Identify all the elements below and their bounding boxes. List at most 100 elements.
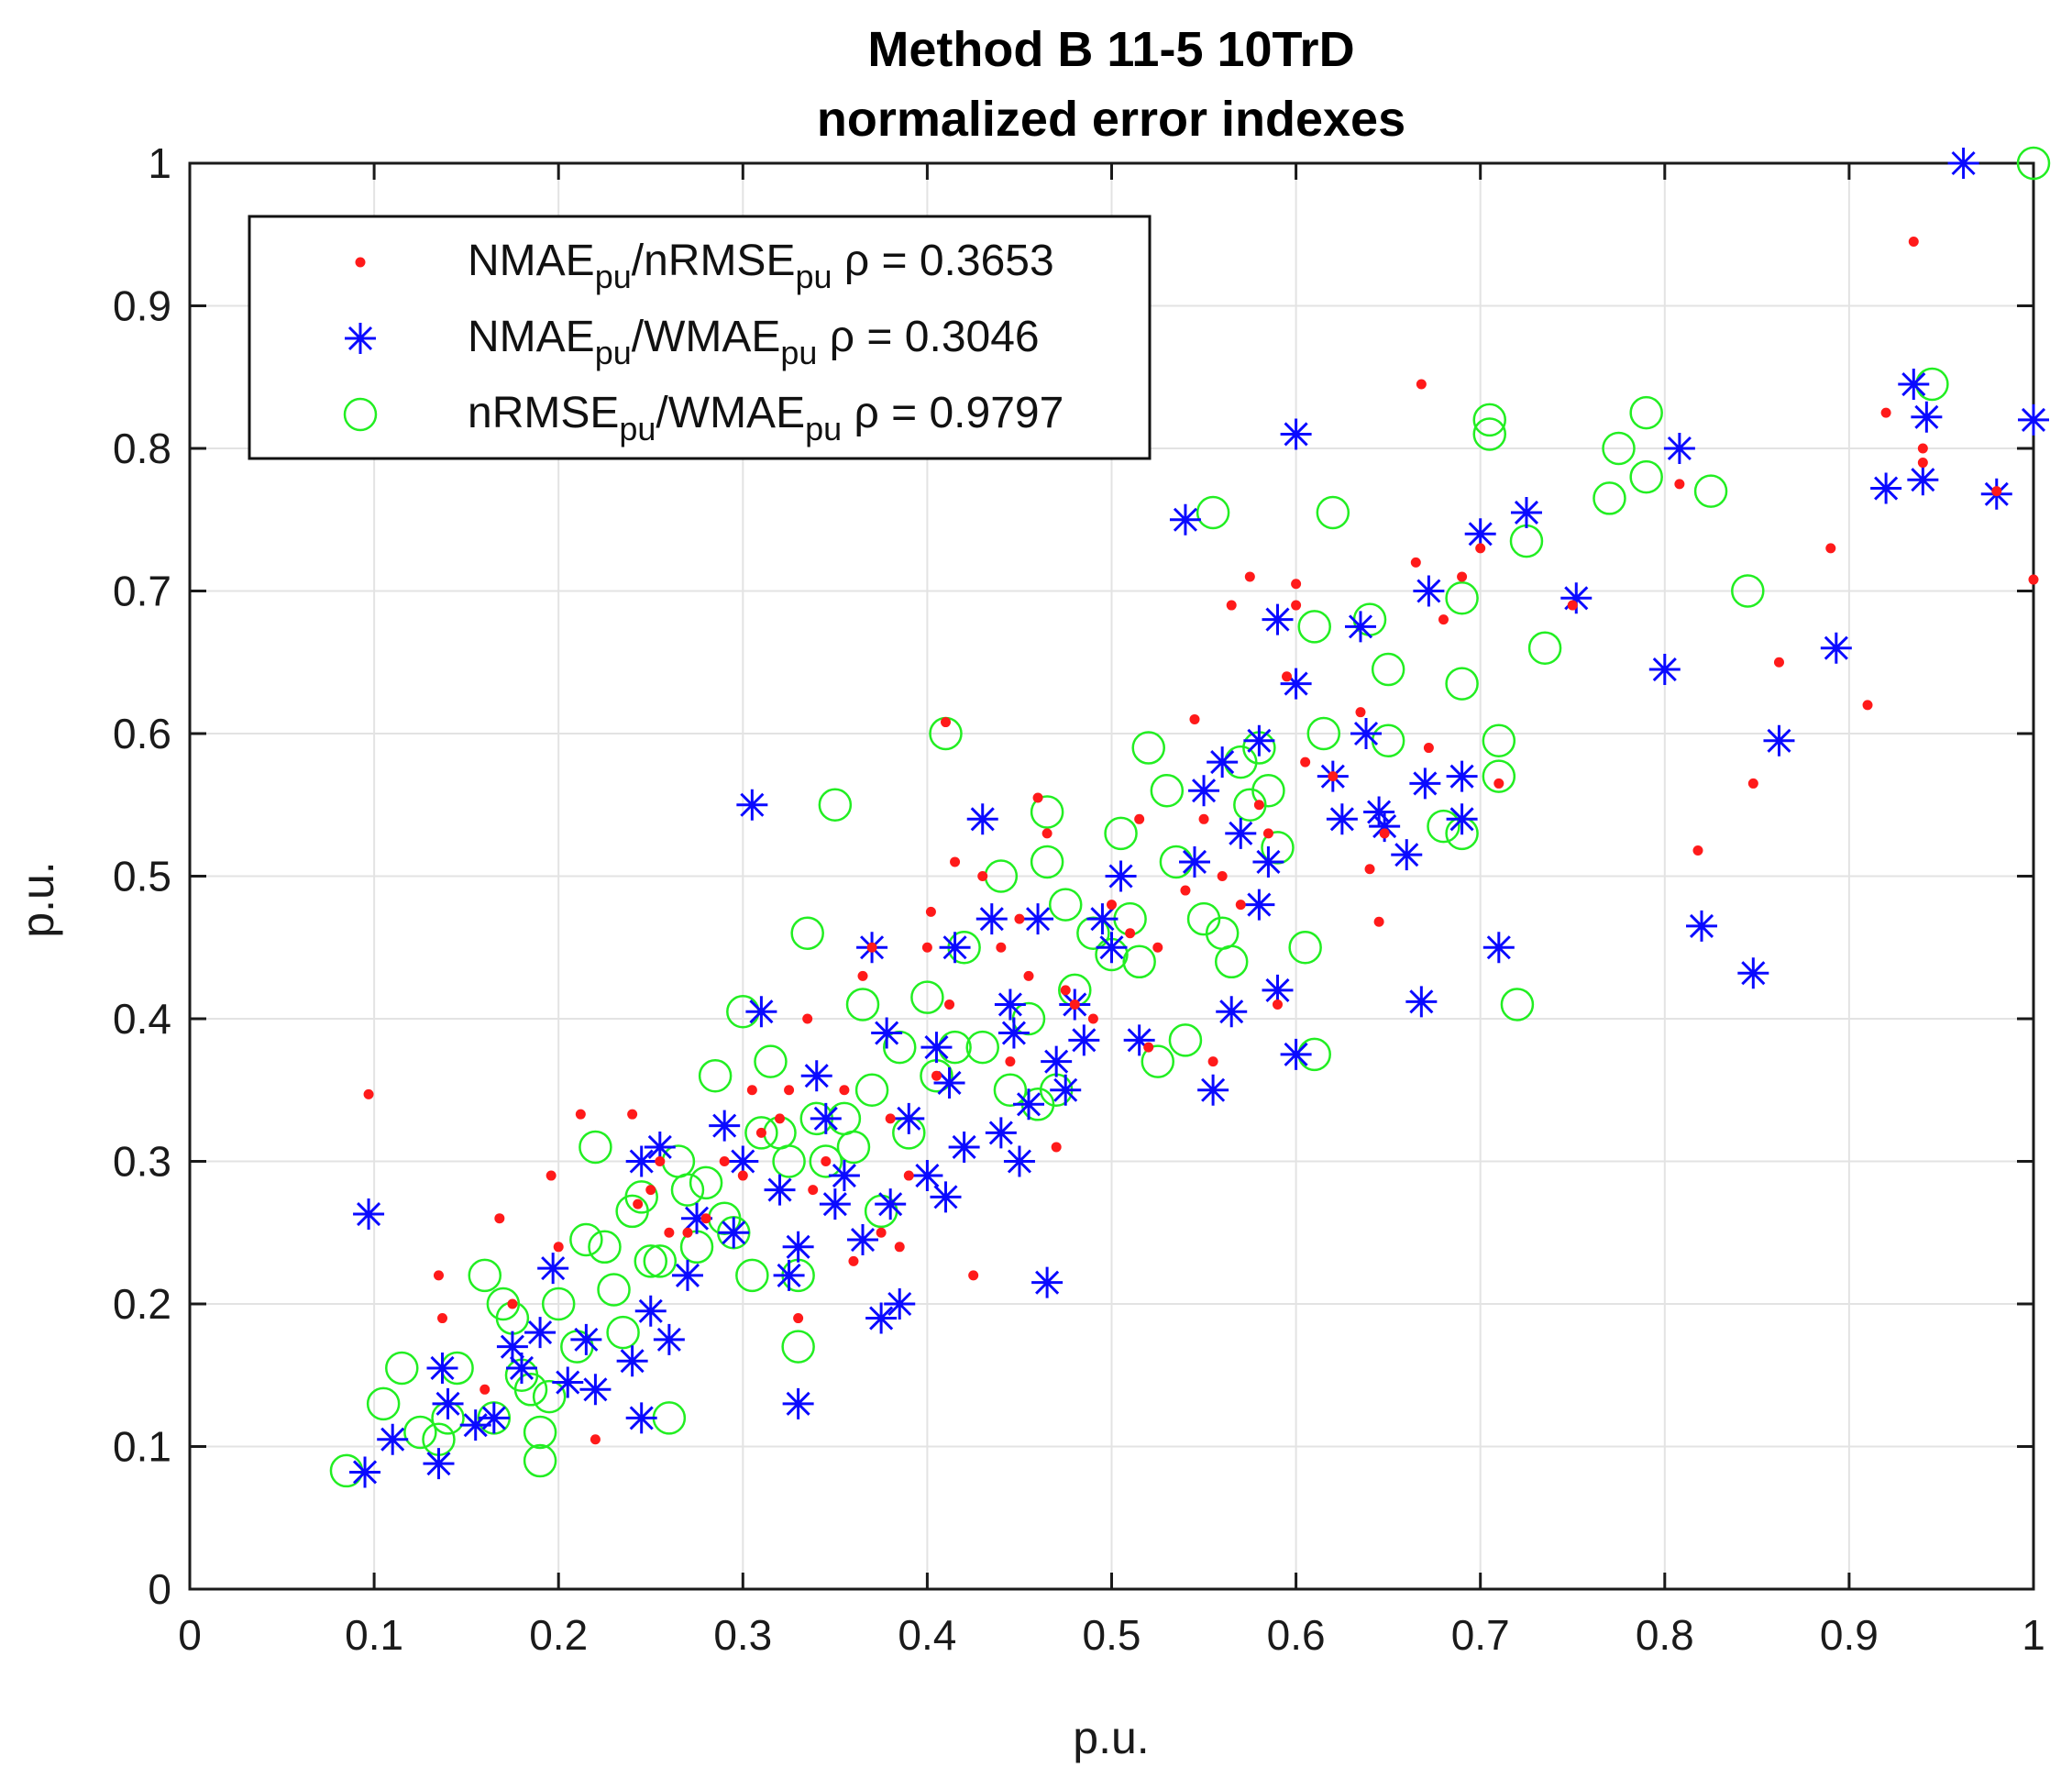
- data-point-dot: [755, 1127, 766, 1138]
- data-point-star: [884, 1288, 916, 1320]
- data-point-dot: [1567, 600, 1578, 611]
- data-point-dot: [876, 1227, 887, 1238]
- data-point-circle: [1602, 431, 1636, 466]
- data-point-star: [1280, 418, 1312, 450]
- data-point-circle: [993, 1073, 1028, 1107]
- data-point-star: [875, 1188, 907, 1220]
- data-point-star: [349, 1456, 381, 1488]
- data-point-circle: [781, 1330, 815, 1364]
- data-point-star: [810, 1102, 842, 1134]
- data-point-circle: [735, 1258, 769, 1293]
- data-point-star: [537, 1253, 569, 1285]
- data-point-dot: [1152, 942, 1163, 953]
- data-point-dot: [1272, 999, 1283, 1010]
- data-point-star: [1763, 724, 1795, 756]
- data-point-dot: [590, 1434, 601, 1445]
- data-point-star: [782, 1231, 814, 1263]
- data-point-star: [1482, 932, 1515, 964]
- data-point-dot: [363, 1088, 374, 1099]
- data-point-dot: [941, 717, 952, 728]
- data-point-dot: [1291, 579, 1302, 590]
- data-point-dot: [885, 1113, 896, 1124]
- data-point-circle: [1030, 845, 1064, 879]
- data-point-circle: [523, 1415, 557, 1450]
- data-point-dot: [1042, 828, 1053, 839]
- data-point-star: [1031, 1266, 1064, 1298]
- data-point-dot: [1014, 913, 1025, 924]
- data-point-star: [727, 1145, 759, 1177]
- data-point-star: [1252, 845, 1284, 878]
- data-point-star: [1947, 148, 1979, 179]
- y-tick-label: 0.5: [113, 853, 171, 900]
- data-point-circle: [1048, 888, 1083, 922]
- data-point-star: [1197, 1074, 1229, 1106]
- data-point-star: [939, 932, 971, 964]
- data-point-dot: [1069, 999, 1080, 1010]
- data-point-star: [1391, 839, 1423, 871]
- data-point-circle: [698, 1058, 733, 1093]
- data-point-star: [1022, 903, 1054, 935]
- data-point-star: [1169, 503, 1201, 536]
- data-point-dot: [1300, 756, 1311, 768]
- data-point-star: [994, 988, 1026, 1021]
- data-point-circle: [1472, 417, 1507, 451]
- data-point-circle: [1500, 988, 1535, 1022]
- data-point-star: [570, 1323, 602, 1355]
- data-point-dot: [802, 1013, 813, 1024]
- data-point-star: [1243, 724, 1275, 756]
- x-tick-label: 1: [2022, 1611, 2045, 1659]
- data-point-circle: [643, 1244, 678, 1278]
- data-point-star: [1105, 860, 1137, 892]
- data-point-star: [1123, 1024, 1155, 1056]
- data-point-dot: [903, 1170, 914, 1181]
- data-point-dot: [479, 1384, 490, 1395]
- data-point-star: [625, 1145, 657, 1177]
- data-point-circle: [1472, 403, 1507, 437]
- data-point-dot: [553, 1242, 564, 1253]
- data-point-circle: [1427, 809, 1460, 844]
- data-point-dot: [746, 1085, 757, 1096]
- legend: NMAEpu/nRMSEpu ρ = 0.3653 NMAEpu/WMAEpu ρ…: [248, 215, 1152, 460]
- data-point-dot: [1364, 864, 1375, 875]
- data-point-star: [1050, 1074, 1082, 1106]
- data-point-star: [1446, 760, 1478, 792]
- data-point-star: [847, 1224, 879, 1256]
- data-point-dot: [977, 871, 988, 881]
- data-point-star: [1041, 1045, 1073, 1077]
- data-point-dot: [793, 1313, 804, 1324]
- data-point-dot: [2028, 574, 2039, 585]
- data-point-dot: [1087, 1013, 1098, 1024]
- y-tick-label: 0.8: [113, 425, 171, 472]
- data-point-dot: [575, 1109, 586, 1120]
- legend-label: NMAEpu/nRMSEpu ρ = 0.3653: [468, 237, 1054, 295]
- data-point-circle: [1445, 581, 1479, 615]
- data-point-dot: [1692, 845, 1703, 856]
- data-point-dot: [808, 1185, 819, 1196]
- data-point-dot: [1880, 407, 1891, 418]
- data-point-dot: [1143, 1042, 1154, 1053]
- data-point-star: [671, 1259, 703, 1291]
- data-point-star: [1280, 1038, 1312, 1070]
- data-point-star: [1686, 910, 1718, 942]
- data-point-star: [1096, 932, 1128, 964]
- data-point-star: [911, 1160, 943, 1192]
- data-point-circle: [1122, 944, 1156, 979]
- data-point-dot: [737, 1170, 748, 1181]
- data-point-circle: [1196, 495, 1230, 530]
- data-point-star: [865, 1302, 898, 1334]
- data-point-dot: [1493, 778, 1504, 789]
- data-point-star: [1898, 369, 1930, 401]
- data-point-circle: [1629, 459, 1663, 494]
- data-point-circle: [523, 1443, 557, 1478]
- y-tick-label: 0.7: [113, 568, 171, 615]
- data-point-star: [871, 1017, 903, 1049]
- data-point-star: [625, 1402, 657, 1434]
- data-point-circle: [606, 1315, 640, 1350]
- data-point-circle: [670, 1173, 705, 1207]
- data-point-dot: [950, 856, 961, 867]
- data-point-dot: [1416, 379, 1427, 390]
- data-point-star: [423, 1448, 455, 1480]
- data-point-star: [997, 1017, 1030, 1049]
- data-point-star: [745, 996, 777, 1028]
- data-point-star: [552, 1366, 584, 1398]
